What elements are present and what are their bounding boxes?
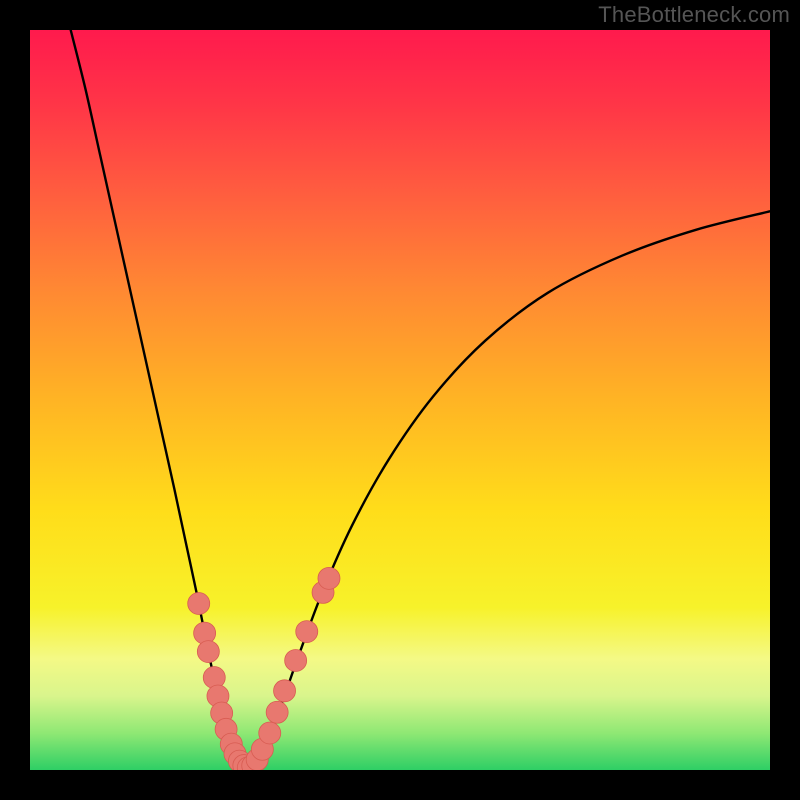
data-marker (188, 593, 210, 615)
data-marker (194, 622, 216, 644)
data-marker (197, 641, 219, 663)
data-marker (285, 649, 307, 671)
data-marker (266, 701, 288, 723)
chart-frame: TheBottleneck.com (0, 0, 800, 800)
data-marker (318, 567, 340, 589)
data-marker (296, 621, 318, 643)
data-marker (274, 680, 296, 702)
data-marker (259, 722, 281, 744)
chart-gradient-background (30, 30, 770, 770)
bottleneck-curve-chart (0, 0, 800, 800)
attribution-watermark: TheBottleneck.com (598, 2, 790, 28)
data-marker (203, 667, 225, 689)
